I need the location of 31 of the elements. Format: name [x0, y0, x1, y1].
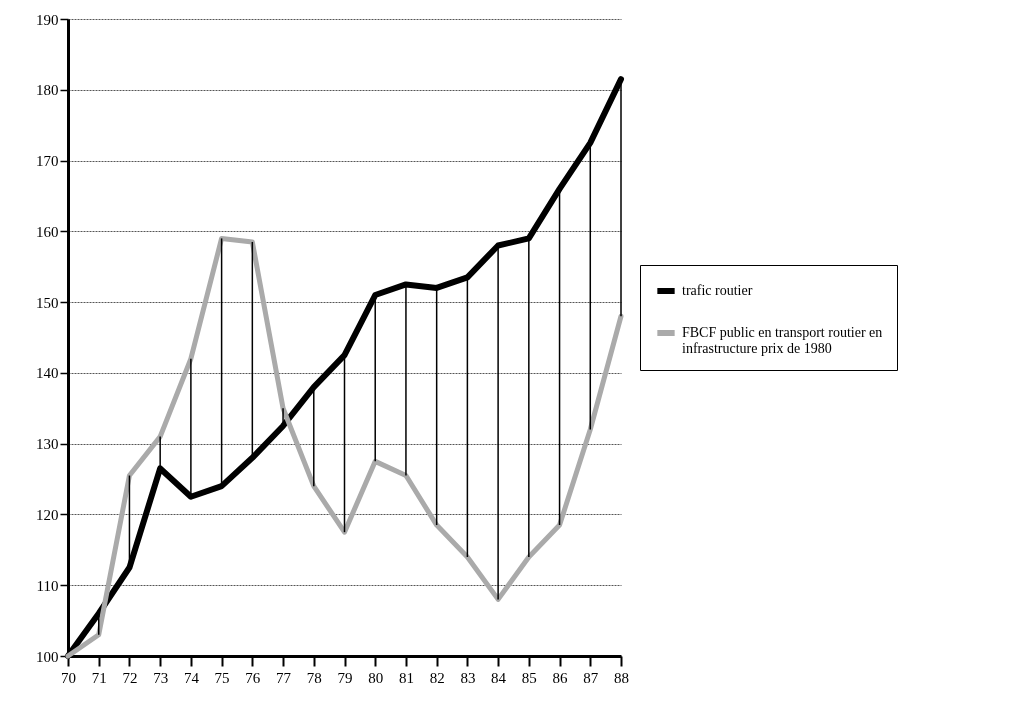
x-tick-label: 80: [368, 669, 384, 686]
x-tick-label: 72: [122, 669, 138, 686]
x-tick-label: 83: [460, 669, 476, 686]
x-tick-label: 81: [398, 669, 414, 686]
x-tick-label: 73: [153, 669, 169, 686]
x-tick-label: 71: [91, 669, 107, 686]
y-tick-label: 150: [36, 294, 59, 311]
y-tick-label: 170: [36, 153, 59, 170]
x-tick-label: 76: [245, 669, 261, 686]
y-tick-label: 110: [36, 577, 59, 594]
x-tick-label: 84: [491, 669, 507, 686]
y-tick-label: 140: [36, 365, 59, 382]
x-tick-label: 70: [61, 669, 76, 686]
y-tick-label: 160: [36, 223, 59, 240]
x-tick-label: 87: [583, 669, 599, 686]
legend-label: FBCF public en transport routier en infrastructure prix de 1980: [682, 325, 883, 356]
x-tick-label: 75: [214, 669, 230, 686]
y-tick-label: 120: [36, 506, 59, 523]
y-tick-label: 100: [36, 648, 59, 665]
x-tick-label: 79: [337, 669, 353, 686]
x-tick-label: 82: [429, 669, 445, 686]
x-tick-label: 86: [552, 669, 569, 686]
y-tick-label: 130: [36, 436, 59, 453]
x-tick-label: 85: [521, 669, 537, 686]
y-tick-label: 190: [36, 11, 59, 28]
x-tick-label: 78: [306, 669, 322, 686]
y-tick-label: 180: [36, 82, 59, 99]
x-tick-label: 88: [614, 669, 629, 686]
x-tick-label: 74: [183, 669, 200, 686]
legend-label: trafic routier: [682, 283, 753, 298]
x-tick-label: 77: [276, 669, 292, 686]
